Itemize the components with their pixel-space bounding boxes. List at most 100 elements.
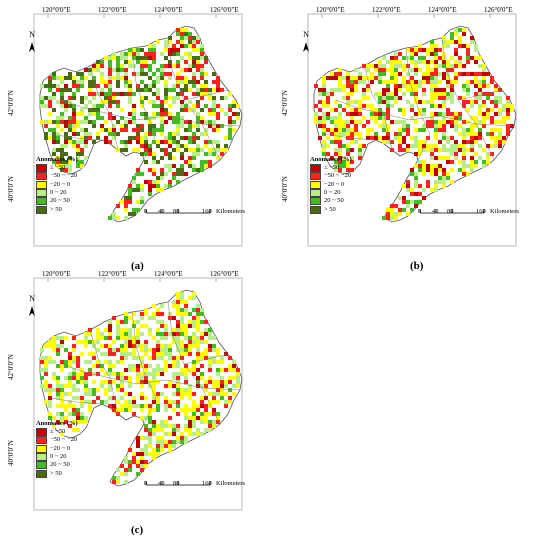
anomaly-cell — [92, 92, 96, 96]
anomaly-cell — [140, 64, 144, 68]
anomaly-cell — [224, 112, 228, 116]
anomaly-cell — [414, 200, 418, 204]
map-panel-c: 120°0'0"E 122°0'0"E 124°0'0"E 126°0'0"E … — [6, 268, 245, 536]
anomaly-cell — [140, 360, 144, 364]
anomaly-cell — [236, 104, 240, 108]
anomaly-cell — [466, 80, 470, 84]
anomaly-cell — [148, 120, 152, 124]
anomaly-cell — [406, 84, 410, 88]
anomaly-cell — [434, 120, 438, 124]
anomaly-cell — [76, 88, 80, 92]
anomaly-cell — [176, 52, 180, 56]
anomaly-cell — [386, 208, 390, 212]
anomaly-cell — [152, 100, 156, 104]
anomaly-cell — [354, 76, 358, 80]
lon-label: 120°0'0"E — [316, 6, 345, 14]
anomaly-cell — [68, 400, 72, 404]
anomaly-cell — [104, 336, 108, 340]
anomaly-cell — [176, 364, 180, 368]
anomaly-cell — [132, 212, 136, 216]
anomaly-cell — [148, 384, 152, 388]
anomaly-cell — [410, 84, 414, 88]
anomaly-cell — [132, 112, 136, 116]
anomaly-cell — [346, 136, 350, 140]
anomaly-cell — [84, 388, 88, 392]
anomaly-cell — [180, 312, 184, 316]
anomaly-cell — [204, 404, 208, 408]
anomaly-cell — [184, 428, 188, 432]
anomaly-cell — [132, 364, 136, 368]
anomaly-cell — [474, 160, 478, 164]
anomaly-cell — [406, 144, 410, 148]
anomaly-cell — [168, 352, 172, 356]
anomaly-cell — [84, 400, 88, 404]
anomaly-cell — [478, 132, 482, 136]
legend-swatch — [36, 444, 47, 453]
map-frame — [33, 277, 243, 511]
anomaly-cell — [410, 172, 414, 176]
anomaly-cell — [48, 136, 52, 140]
anomaly-cell — [76, 408, 80, 412]
anomaly-cell — [188, 396, 192, 400]
anomaly-cell — [200, 412, 204, 416]
anomaly-cell — [334, 132, 338, 136]
anomaly-cell — [224, 352, 228, 356]
anomaly-cell — [172, 400, 176, 404]
anomaly-cell — [450, 168, 454, 172]
anomaly-cell — [76, 160, 80, 164]
anomaly-cell — [60, 92, 64, 96]
anomaly-cell — [458, 40, 462, 44]
anomaly-cell — [104, 352, 108, 356]
anomaly-cell — [144, 60, 148, 64]
legend-title: Anomalies (%) — [310, 156, 352, 163]
anomaly-cell — [200, 56, 204, 60]
anomaly-cell — [124, 356, 128, 360]
anomaly-cell — [398, 128, 402, 132]
anomaly-cell — [192, 92, 196, 96]
anomaly-cell — [418, 68, 422, 72]
anomaly-cell — [466, 128, 470, 132]
anomaly-cell — [128, 408, 132, 412]
anomaly-cell — [466, 88, 470, 92]
anomaly-cell — [156, 104, 160, 108]
anomaly-cell — [208, 380, 212, 384]
anomaly-cell — [152, 112, 156, 116]
anomaly-cell — [374, 120, 378, 124]
anomaly-cell — [144, 424, 148, 428]
anomaly-cell — [196, 320, 200, 324]
anomaly-cell — [430, 144, 434, 148]
anomaly-cell — [132, 56, 136, 60]
anomaly-cell — [338, 116, 342, 120]
anomaly-cell — [136, 376, 140, 380]
anomaly-cell — [148, 404, 152, 408]
anomaly-cell — [236, 384, 240, 388]
anomaly-cell — [430, 168, 434, 172]
anomaly-cell — [346, 124, 350, 128]
anomaly-cell — [108, 404, 112, 408]
anomaly-cell — [68, 156, 72, 160]
anomaly-cell — [426, 48, 430, 52]
anomaly-cell — [462, 164, 466, 168]
anomaly-cell — [132, 208, 136, 212]
anomaly-cell — [136, 184, 140, 188]
anomaly-cell — [490, 100, 494, 104]
anomaly-cell — [410, 108, 414, 112]
anomaly-cell — [76, 388, 80, 392]
anomaly-cell — [76, 376, 80, 380]
anomaly-cell — [120, 52, 124, 56]
anomaly-cell — [84, 344, 88, 348]
anomaly-cell — [430, 156, 434, 160]
anomaly-cell — [422, 148, 426, 152]
legend-item: ≤ −50 — [36, 428, 78, 437]
anomaly-cell — [108, 364, 112, 368]
anomaly-cell — [132, 400, 136, 404]
anomaly-cell — [200, 96, 204, 100]
anomaly-cell — [506, 128, 510, 132]
anomaly-cell — [378, 76, 382, 80]
anomaly-cell — [160, 444, 164, 448]
anomaly-cell — [76, 132, 80, 136]
anomaly-cell — [394, 72, 398, 76]
anomaly-cell — [498, 112, 502, 116]
anomaly-cell — [458, 64, 462, 68]
anomaly-cell — [188, 392, 192, 396]
